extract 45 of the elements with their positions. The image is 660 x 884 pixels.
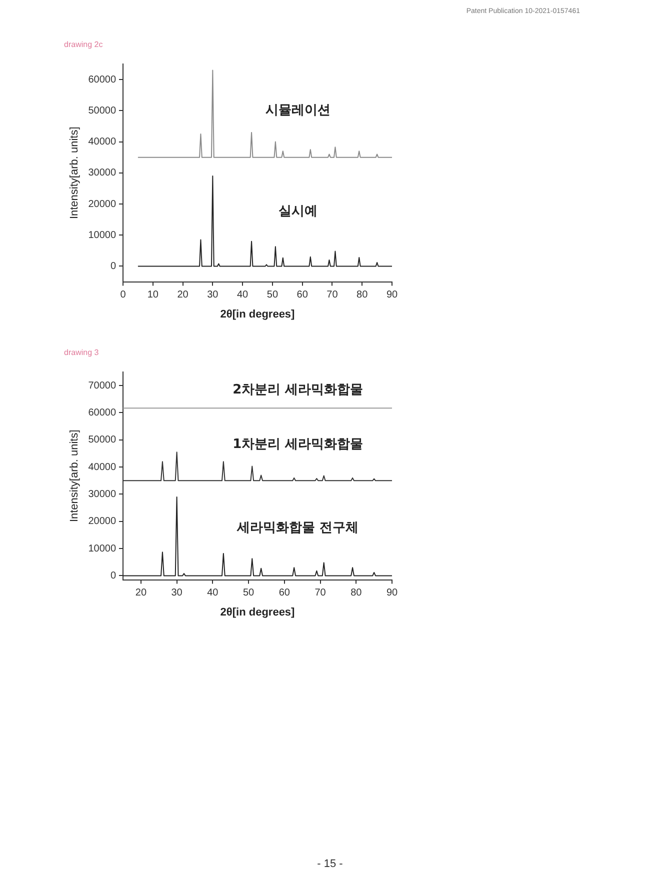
y-axis-title: Intensity[arb. units] — [68, 430, 81, 522]
y-tick-label: 70000 — [88, 380, 116, 392]
text: 실시예 — [278, 204, 318, 220]
x-tick-label: 80 — [356, 290, 368, 301]
y-tick-label: 0 — [110, 260, 116, 272]
series-label: 세라믹화합물 전구체 — [236, 520, 359, 536]
x-tick-label: 60 — [296, 290, 308, 301]
x-tick-label: 10 — [147, 290, 159, 301]
y-tick-label: 30000 — [88, 168, 116, 179]
y-tick-label: 60000 — [88, 407, 116, 418]
x-tick-label: 40 — [207, 588, 219, 599]
x-tick-label: 90 — [386, 290, 398, 301]
x-tick-label: 60 — [278, 588, 290, 599]
chart-title: drawing 3 — [64, 348, 100, 357]
series-label: 시뮬레이션 — [265, 103, 330, 118]
series-label: 2차분리 세라믹화합물 — [232, 382, 364, 398]
y-tick-label: 60000 — [88, 74, 116, 86]
y-tick-label: 40000 — [88, 462, 116, 473]
x-tick-label: 70 — [314, 588, 326, 599]
x-tick-label: 90 — [386, 588, 398, 599]
y-tick-label: 30000 — [88, 488, 116, 500]
y-tick-label: 10000 — [88, 543, 116, 554]
x-tick-label: 20 — [177, 290, 189, 301]
x-tick-label: 70 — [326, 290, 338, 301]
y-tick-label: 10000 — [88, 230, 116, 241]
text: - 15 - — [316, 858, 344, 870]
series-label: 1차분리 세라믹화합물 — [232, 436, 364, 452]
x-axis-title: 2θ[in degrees] — [220, 606, 296, 618]
x-tick-label: 30 — [207, 290, 219, 301]
y-tick-label: 50000 — [88, 105, 116, 116]
x-tick-label: 20 — [135, 588, 147, 599]
x-tick-label: 30 — [171, 588, 183, 599]
chart-title: drawing 2c — [64, 40, 104, 49]
x-tick-label: 50 — [242, 588, 255, 599]
x-axis-title: 2θ[in degrees] — [220, 308, 296, 320]
y-tick-label: 50000 — [88, 434, 116, 446]
y-tick-label: 20000 — [88, 198, 116, 210]
y-tick-label: 20000 — [88, 516, 116, 528]
x-tick-label: 0 — [120, 290, 126, 301]
y-axis-title: Intensity[arb. units] — [68, 126, 81, 220]
x-tick-label: 40 — [236, 290, 249, 301]
y-tick-label: 0 — [110, 570, 116, 582]
y-tick-label: 40000 — [88, 136, 116, 148]
x-tick-label: 80 — [350, 588, 362, 599]
x-tick-label: 50 — [266, 290, 278, 301]
